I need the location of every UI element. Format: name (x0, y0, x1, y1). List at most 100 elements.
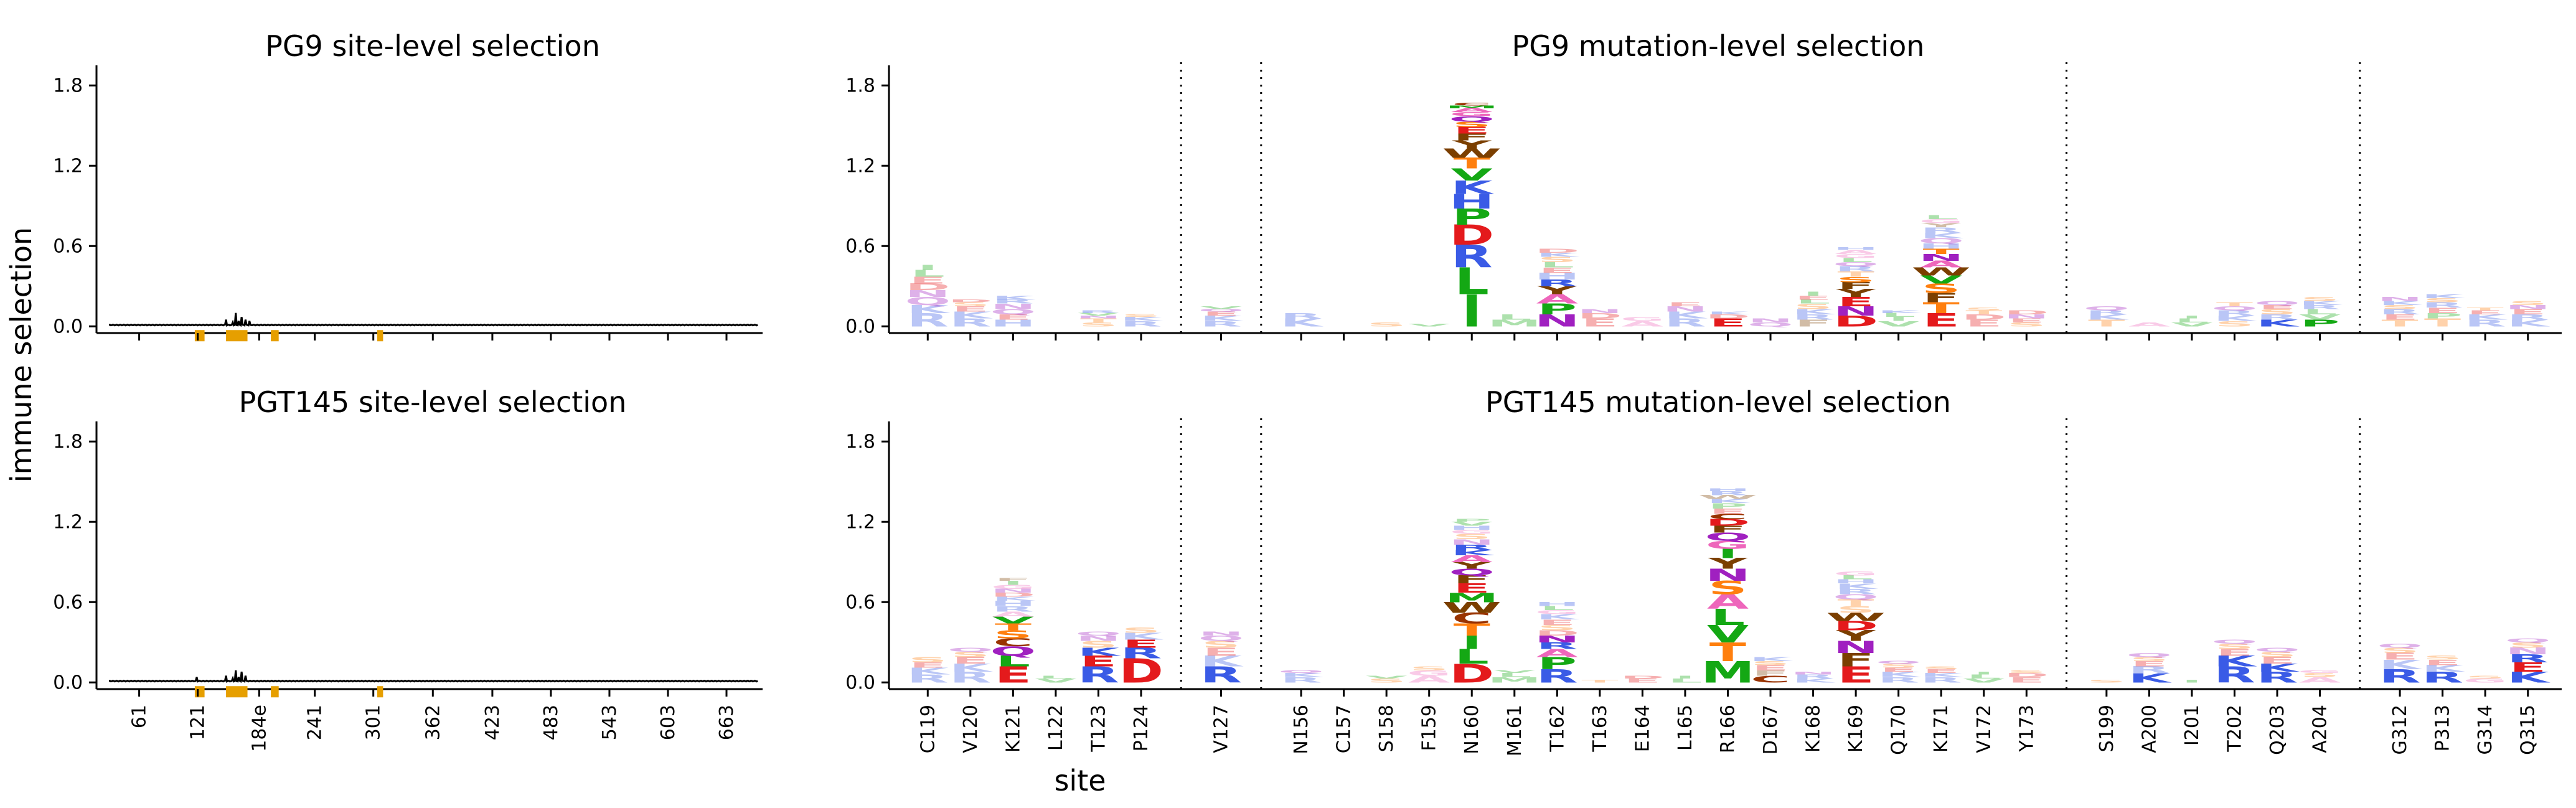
pg9-mutation-logo-letter: S (1538, 255, 1576, 264)
pg9-mutation-logo-letter: K (1920, 231, 1964, 240)
pgt145-mutation-logo-letter: K (1792, 677, 1836, 684)
pg9-mutation-logo-letter: R (2379, 308, 2421, 316)
pgt145-mutation-logo-letter: K (1281, 672, 1324, 679)
pgt145-mutation-logo-letter: K (2214, 653, 2258, 670)
pg9-mutation-logo-letter: H (1919, 242, 1964, 251)
pgt145-mutation-logo-letter: W (1442, 599, 1502, 616)
pgt145-mutation-y-tick-label: 1.2 (845, 511, 875, 533)
pgt145-mutation-logo-letter: T (1454, 621, 1491, 640)
pgt145-site-x-tick-label: 184e (248, 705, 270, 752)
pgt145-mutation-logo-letter: K (907, 666, 951, 677)
pgt145-mutation-logo-letter: G (1535, 609, 1579, 615)
pgt145-mutation-logo-letter: K (1878, 670, 1921, 679)
pgt145-mutation-logo-letter: V (1366, 675, 1408, 679)
pgt145-mutation-logo-letter: R (992, 604, 1034, 613)
pgt145-mutation-logo-letter: D (2004, 672, 2049, 679)
pg9-mutation-logo-letter: E (1203, 311, 1239, 317)
pgt145-mutation-logo-letter: R (1878, 675, 1919, 684)
pgt145-mutation-logo-letter: E (1454, 581, 1490, 596)
pg9-mutation-logo-letter: R (1281, 312, 1322, 321)
pgt145-mutation-logo-letter: P (1538, 654, 1577, 674)
pgt145-mutation-logo-letter: S (1201, 639, 1240, 650)
pgt145-mutation-logo-letter: S (908, 655, 947, 664)
pg9-mutation-logo-letter: N (1748, 317, 1793, 324)
pgt145-mutation-logo-letter: F (1709, 524, 1746, 535)
pg9-mutation-logo-letter: I (918, 263, 938, 272)
pg9-mutation-logo-letter: F (1837, 280, 1874, 291)
pg9-mutation-logo-letter: S (1122, 314, 1160, 318)
pgt145-mutation-x-tick-label: T202 (2224, 705, 2245, 753)
pgt145-mutation-x-tick-label: K169 (1845, 705, 1867, 753)
pgt145-mutation-x-tick-label: Q203 (2267, 705, 2288, 755)
pg9-mutation-logo-letter: R (2214, 309, 2255, 317)
pgt145-mutation-logo-letter: I (1974, 671, 1994, 675)
pg9-mutation-logo-letter: D (948, 299, 993, 303)
pg9-mutation-logo-letter: S (1079, 321, 1117, 327)
pgt145-mutation-logo-letter: E (1122, 637, 1159, 651)
pgt145-mutation-logo-letter: F (1837, 650, 1874, 671)
pg9-mutation-logo-letter: D (1706, 313, 1751, 319)
pg9-site-y-tick-label: 0.6 (53, 235, 83, 257)
pg9-mutation-logo-letter: D (1449, 220, 1494, 251)
x-axis-title: site (1054, 764, 1106, 797)
pg9-mutation-logo-letter: L (1838, 257, 1873, 263)
pgt145-mutation-logo-letter: N (1198, 631, 1244, 637)
pg9-site-y-tick-label: 0.0 (53, 316, 83, 337)
pg9-mutation-logo-letter: R (1792, 313, 1834, 322)
pg9-mutation-logo-letter: E (995, 313, 1032, 322)
pg9-mutation-logo-letter: V (1078, 312, 1120, 317)
pg9-mutation-logo-letter: R (1121, 319, 1162, 328)
pgt145-mutation-logo-letter: R (2379, 665, 2421, 687)
pg9-mutation-logo-letter: K (949, 310, 994, 321)
pg9-mutation-logo-letter: K (2379, 300, 2423, 306)
pg9-mutation-logo-letter: Y (1451, 138, 1492, 151)
pgt145-mutation-logo-letter: R (1451, 543, 1493, 552)
pgt145-mutation-logo-letter: S (1409, 665, 1448, 672)
pgt145-mutation-logo-letter: I (1003, 580, 1023, 586)
pgt145-mutation-logo-letter: D (1833, 618, 1878, 633)
pg9-mutation-logo-letter: I (1889, 316, 1909, 322)
pg9-mutation-logo-letter: S (2007, 321, 2046, 327)
pg9-mutation-logo-letter: N (905, 288, 951, 299)
pgt145-mutation-logo-letter: E (2216, 647, 2253, 658)
pgt145-mutation-logo-letter: V (992, 615, 1034, 626)
pg9-mutation-logo-letter: H (1535, 271, 1580, 281)
pgt145-site-x-tick-label: 301 (363, 705, 385, 740)
pg9-mutation-logo-letter: Q (905, 295, 951, 308)
pgt145-site-y-tick-label: 1.2 (53, 511, 83, 533)
pgt145-mutation-logo-letter: Q (2127, 652, 2173, 658)
pg9-mutation-logo-letter: Q (2084, 305, 2130, 311)
pgt145-site-x-tick-label: 362 (422, 705, 444, 740)
pgt145-mutation-logo-letter: K (1835, 582, 1879, 591)
pg9-mutation-logo-letter: S (2258, 308, 2296, 316)
pgt145-mutation-x-tick-label: R166 (1718, 705, 1739, 753)
pg9-mutation-logo-letter: A (1536, 292, 1578, 307)
pgt145-mutation-x-tick-label: I201 (2181, 705, 2203, 746)
pg9-mutation-logo-letter: H (1833, 247, 1879, 251)
pg9-mutation-logo-letter: P (1538, 301, 1577, 317)
pg9-mutation-logo-letter: V (1920, 273, 1963, 286)
pgt145-mutation-logo-letter: S (1751, 660, 1790, 666)
pgt145-mutation-logo-letter: K (1120, 631, 1164, 642)
pg9-mutation-logo-letter: Y (1537, 284, 1577, 297)
pgt145-site-x-tick-label: 663 (716, 705, 738, 740)
pgt145-mutation-logo-letter: S (2300, 672, 2339, 679)
pg9-mutation-logo-letter: E (2509, 308, 2546, 316)
pgt145-mutation-logo-letter: F (1454, 573, 1490, 586)
pg9-mutation-logo-letter: V (2299, 313, 2341, 322)
pgt145-mutation-logo-letter: I (1675, 675, 1695, 679)
pgt145-mutation-logo-letter: Q (1876, 660, 1922, 665)
pgt145-mutation-x-tick-label: E164 (1632, 705, 1653, 752)
pgt145-mutation-logo-letter: T (1838, 598, 1875, 608)
pg9-mutation-logo-letter: S (1965, 307, 2003, 311)
pgt145-mutation-logo-letter: E (2424, 658, 2461, 667)
pg9-mutation-logo-letter: V (1200, 306, 1243, 310)
pg9-mutation-logo-letter: D (1577, 312, 1622, 321)
pgt145-mutation-logo-letter: Q (2212, 639, 2258, 645)
pgt145-mutation-logo-letter: G (1706, 538, 1750, 552)
pgt145-mutation-x-tick-label: Y173 (2016, 705, 2038, 753)
pgt145-mutation-x-tick-label: T163 (1589, 705, 1611, 753)
pgt145-mutation-x-tick-label: S158 (1376, 705, 1398, 752)
pgt145-mutation-logo-letter: C (1751, 674, 1790, 685)
